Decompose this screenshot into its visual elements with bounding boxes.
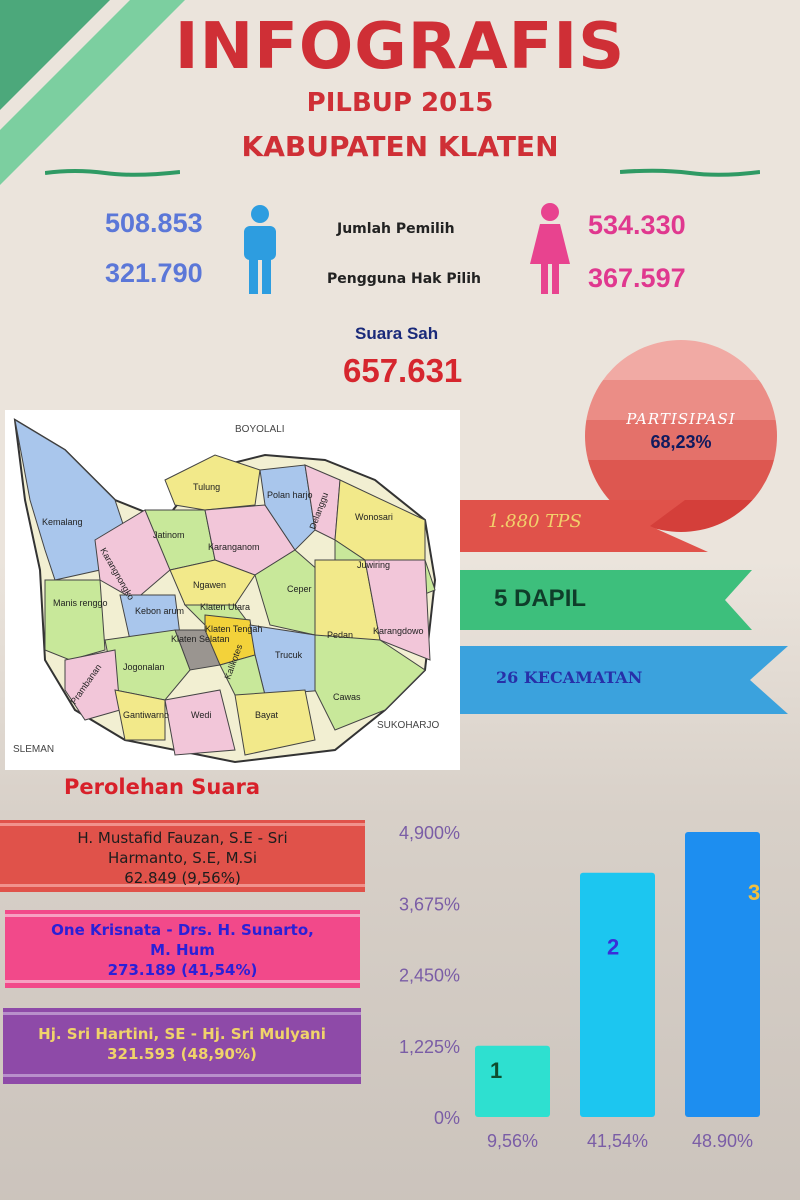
candidate-2-line1: One Krisnata - Drs. H. Sunarto, — [51, 921, 314, 939]
map-district-bayat: Bayat — [255, 710, 279, 720]
bar-data-label: 3 — [748, 880, 760, 905]
male-voters-used: 321.790 — [105, 258, 203, 288]
map-district-jatinom: Jatinom — [153, 530, 185, 540]
map-district-ceper: Ceper — [287, 584, 312, 594]
divider-left — [45, 169, 180, 177]
map-district-tulung: Tulung — [193, 482, 220, 492]
candidate-2-card: One Krisnata - Drs. H. Sunarto, M. Hum 2… — [5, 910, 360, 988]
map-shapes — [13, 418, 437, 764]
map-district-trucuk: Trucuk — [275, 650, 303, 660]
map-district-klaten-tengah: Klaten Tengah — [205, 624, 262, 634]
map-district-kalikotes: Kalikotes — [222, 642, 244, 680]
map-district-wonosari: Wonosari — [355, 512, 393, 522]
valid-votes-label: Suara Sah — [355, 324, 439, 343]
results-bar-chart: 0% 1,225% 2,450% 3,675% 4,900% 1 9,56% 2 41,54% 3… — [399, 823, 760, 1151]
candidate-3-names: Hj. Sri Hartini, SE - Hj. Sri Mulyani 32… — [3, 1024, 361, 1064]
dapil-ribbon — [460, 570, 752, 630]
kecamatan-label: 26 KECAMATAN — [496, 668, 643, 687]
x-tick-label: 48.90% — [692, 1131, 753, 1151]
map-district-juwiring: Juwiring — [357, 560, 390, 570]
map-district-prambanan: Prambanan — [68, 662, 103, 706]
candidate-1-card: H. Mustafid Fauzan, S.E - Sri Harmanto, … — [0, 820, 365, 892]
map-district-klaten-utara: Klaten Utara — [200, 602, 250, 612]
map-district-jogonalan: Jogonalan — [123, 662, 165, 672]
map-label-sleman: SLEMAN — [13, 744, 54, 755]
candidate-1-votes: 62.849 (9,56%) — [124, 869, 241, 887]
map-label-boyolali: BOYOLALI — [235, 424, 284, 435]
female-voters-total: 534.330 — [588, 210, 686, 240]
map-labels: BOYOLALI SLEMAN SUKOHARJO Tulung Kemalan… — [13, 424, 439, 755]
y-tick-label: 4,900% — [399, 823, 460, 843]
results-heading: Perolehan Suara — [64, 775, 261, 799]
map-district-wedi: Wedi — [191, 710, 211, 720]
divider-right — [620, 168, 760, 177]
district-map: BOYOLALI SLEMAN SUKOHARJO Tulung Kemalan… — [5, 410, 460, 770]
map-district-gantiwarno: Gantiwarno — [123, 710, 169, 720]
candidate-3-line1: Hj. Sri Hartini, SE - Hj. Sri Mulyani — [38, 1025, 326, 1043]
bar — [475, 1045, 550, 1117]
y-tick-label: 1,225% — [399, 1037, 460, 1057]
male-icon — [244, 205, 276, 294]
map-district-karanganom: Karanganom — [208, 542, 260, 552]
kecamatan-ribbon — [460, 646, 788, 714]
participation-circle — [585, 340, 777, 532]
map-district-manisrenggo: Manis renggo — [53, 598, 108, 608]
map-district-karangdowo: Karangdowo — [373, 626, 424, 636]
region-title: KABUPATEN KLATEN — [241, 130, 559, 163]
map-district-polanharjo: Polan harjo — [267, 490, 313, 500]
bar-data-label: 1 — [490, 1058, 502, 1083]
dapil-label: 5 DAPIL — [494, 585, 587, 612]
corner-decoration — [0, 0, 185, 185]
map-label-sukoharjo: SUKOHARJO — [377, 720, 439, 731]
candidate-2-line2: M. Hum — [150, 941, 215, 959]
x-tick-label: 9,56% — [487, 1131, 538, 1151]
candidate-1-line2: Harmanto, S.E, M.Si — [108, 849, 257, 867]
map-district-karangnongko: Karangnongko — [98, 546, 136, 602]
tps-label: 1.880 TPS — [488, 511, 582, 532]
male-voters-total: 508.853 — [105, 208, 203, 238]
participation-value: 68,23% — [650, 432, 712, 452]
candidate-1-names: H. Mustafid Fauzan, S.E - Sri Harmanto, … — [0, 828, 365, 888]
page-title: INFOGRAFIS — [174, 10, 626, 84]
x-tick-label: 41,54% — [587, 1131, 648, 1151]
map-district-ngawen: Ngawen — [193, 580, 226, 590]
participation-label: PARTISIPASI — [626, 410, 736, 428]
candidate-3-card: Hj. Sri Hartini, SE - Hj. Sri Mulyani 32… — [3, 1008, 361, 1084]
candidate-1-line1: H. Mustafid Fauzan, S.E - Sri — [77, 829, 288, 847]
used-voters-label: Pengguna Hak Pilih — [327, 271, 481, 287]
map-district-cawas: Cawas — [333, 692, 361, 702]
map-district-kebonarum: Kebon arum — [135, 606, 184, 616]
y-tick-label: 3,675% — [399, 894, 460, 914]
map-district-kemalang: Kemalang — [42, 517, 83, 527]
candidate-2-names: One Krisnata - Drs. H. Sunarto, M. Hum 2… — [5, 920, 360, 980]
tps-ribbon — [460, 500, 708, 552]
bar — [580, 872, 655, 1117]
candidate-2-votes: 273.189 (41,54%) — [107, 961, 258, 979]
page-subtitle: PILBUP 2015 — [306, 88, 494, 118]
total-voters-label: Jumlah Pemilih — [337, 221, 455, 237]
map-district-klaten-selatan: Klaten Selatan — [171, 634, 230, 644]
map-district-pedan: Pedan — [327, 630, 353, 640]
candidate-3-votes: 321.593 (48,90%) — [107, 1045, 257, 1063]
bar-data-label: 2 — [607, 935, 619, 960]
y-tick-label: 2,450% — [399, 966, 460, 986]
y-tick-label: 0% — [434, 1108, 460, 1128]
bar — [685, 832, 760, 1117]
valid-votes-value: 657.631 — [343, 352, 463, 389]
female-icon — [530, 203, 570, 294]
female-voters-used: 367.597 — [588, 263, 686, 293]
